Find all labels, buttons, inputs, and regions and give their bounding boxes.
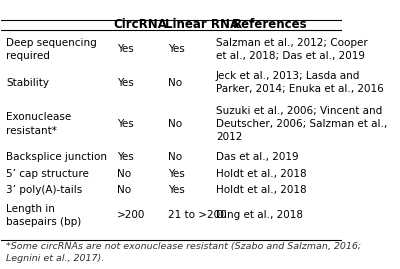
Text: No: No	[117, 185, 131, 196]
Text: Yes: Yes	[168, 169, 185, 179]
Text: Yes: Yes	[117, 78, 134, 88]
Text: 3’ poly(A)-tails: 3’ poly(A)-tails	[6, 185, 83, 196]
Text: Exonuclease
resistant*: Exonuclease resistant*	[6, 112, 72, 136]
Text: Suzuki et al., 2006; Vincent and
Deutscher, 2006; Salzman et al.,
2012: Suzuki et al., 2006; Vincent and Deutsch…	[216, 106, 387, 142]
Text: Deep sequencing
required: Deep sequencing required	[6, 38, 97, 61]
Text: Das et al., 2019: Das et al., 2019	[216, 152, 299, 162]
Text: CircRNA: CircRNA	[114, 19, 168, 31]
Text: Yes: Yes	[117, 152, 134, 162]
Text: No: No	[168, 78, 182, 88]
Text: 5’ cap structure: 5’ cap structure	[6, 169, 89, 179]
Text: Salzman et al., 2012; Cooper
et al., 2018; Das et al., 2019: Salzman et al., 2012; Cooper et al., 201…	[216, 38, 368, 61]
Text: Linear RNA: Linear RNA	[165, 19, 239, 31]
Text: Yes: Yes	[117, 44, 134, 54]
Text: Yes: Yes	[168, 185, 185, 196]
Text: Stability: Stability	[6, 78, 50, 88]
Text: Holdt et al., 2018: Holdt et al., 2018	[216, 169, 307, 179]
Text: Yes: Yes	[117, 119, 134, 129]
Text: No: No	[168, 119, 182, 129]
Text: Ding et al., 2018: Ding et al., 2018	[216, 210, 303, 220]
Text: References: References	[233, 19, 308, 31]
Text: 21 to >200: 21 to >200	[168, 210, 227, 220]
Text: >200: >200	[117, 210, 146, 220]
Text: Length in
basepairs (bp): Length in basepairs (bp)	[6, 204, 82, 227]
Text: Jeck et al., 2013; Lasda and
Parker, 2014; Enuka et al., 2016: Jeck et al., 2013; Lasda and Parker, 201…	[216, 71, 384, 94]
Text: No: No	[168, 152, 182, 162]
Text: No: No	[117, 169, 131, 179]
Text: *Some circRNAs are not exonuclease resistant (Szabo and Salzman, 2016;
Legnini e: *Some circRNAs are not exonuclease resis…	[6, 242, 362, 263]
Text: Yes: Yes	[168, 44, 185, 54]
Text: Backsplice junction: Backsplice junction	[6, 152, 108, 162]
Text: Holdt et al., 2018: Holdt et al., 2018	[216, 185, 307, 196]
